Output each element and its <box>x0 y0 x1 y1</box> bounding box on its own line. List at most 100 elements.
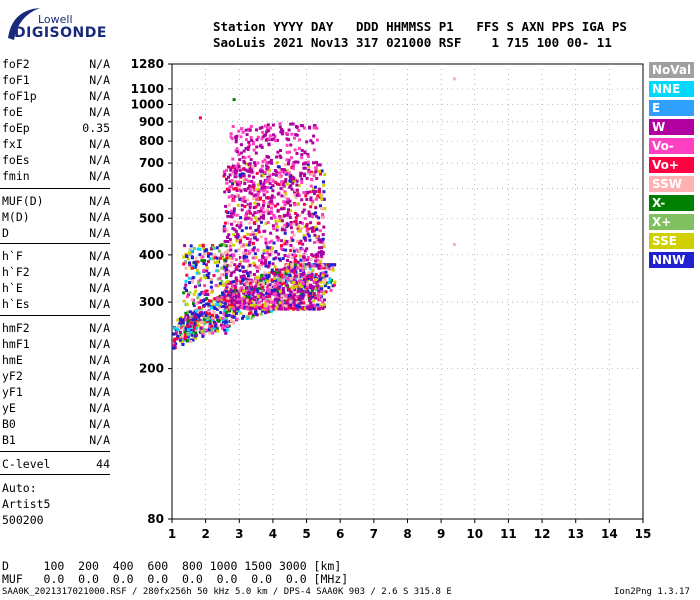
echo-point <box>283 275 287 279</box>
echo-point <box>266 186 269 189</box>
echo-point <box>284 294 288 298</box>
echo-point <box>273 298 277 302</box>
echo-point <box>323 277 327 281</box>
echo-point <box>196 296 200 300</box>
echo-point <box>194 289 198 293</box>
echo-point <box>243 188 247 191</box>
echo-point <box>288 274 292 278</box>
echo-point <box>333 280 337 284</box>
echo-point <box>268 253 272 257</box>
echo-point <box>219 316 223 320</box>
auto-label: Auto: <box>2 481 37 495</box>
echo-point <box>200 259 204 263</box>
echo-point <box>198 116 202 120</box>
echo-point <box>236 150 240 154</box>
echo-point <box>259 215 263 219</box>
echo-point <box>243 301 247 305</box>
echo-point <box>275 235 279 239</box>
echo-point <box>280 273 284 277</box>
echo-point <box>303 191 307 195</box>
echo-point <box>178 321 182 325</box>
echo-point <box>184 318 188 322</box>
echo-point <box>283 223 287 227</box>
echo-point <box>266 179 270 183</box>
echo-point <box>226 240 230 243</box>
echo-point <box>303 278 306 282</box>
echo-point <box>305 224 309 228</box>
echo-point <box>232 213 236 217</box>
echo-point <box>296 304 300 308</box>
echo-point <box>305 140 309 144</box>
echo-point <box>237 153 241 157</box>
x-tick-label: 8 <box>403 527 411 541</box>
echo-point <box>224 244 228 248</box>
echo-point <box>220 280 224 283</box>
echo-point <box>232 320 236 324</box>
echo-point <box>272 227 276 231</box>
logo-top-text: Lowell <box>38 13 73 26</box>
echo-point <box>236 167 239 171</box>
echo-point <box>205 328 209 332</box>
echo-point <box>262 182 266 186</box>
echo-point <box>252 301 256 304</box>
echo-point <box>204 276 208 280</box>
echo-point <box>240 256 244 259</box>
echo-point <box>317 216 321 220</box>
echo-point <box>276 182 279 186</box>
echo-point <box>227 299 231 303</box>
echo-point <box>213 297 217 301</box>
echo-point <box>210 306 213 310</box>
echo-point <box>258 144 262 148</box>
echo-point <box>225 299 229 303</box>
echo-point <box>262 214 265 218</box>
echo-point <box>314 206 318 210</box>
echo-point <box>292 307 296 311</box>
echo-point <box>250 192 254 196</box>
echo-point <box>289 290 293 294</box>
echo-point <box>253 161 256 165</box>
echo-point <box>277 307 281 311</box>
echo-point <box>215 260 219 264</box>
param-name: foF1 <box>2 73 30 87</box>
echo-point <box>242 259 246 263</box>
legend-item: W <box>649 119 694 135</box>
echo-point <box>318 298 322 302</box>
y-tick-label: 400 <box>139 248 164 262</box>
echo-point <box>289 122 293 126</box>
echo-point <box>221 252 225 256</box>
echo-point <box>280 207 283 211</box>
echo-point <box>236 289 240 293</box>
echo-point <box>269 158 273 162</box>
c-level-label: C-level <box>2 457 51 471</box>
echo-point <box>276 238 280 242</box>
echo-point <box>248 270 252 274</box>
echo-point <box>247 243 251 247</box>
echo-point <box>292 233 296 237</box>
echo-point <box>233 263 237 267</box>
echo-point <box>221 320 225 323</box>
echo-point <box>294 306 298 310</box>
echo-point <box>251 165 255 169</box>
echo-point <box>301 281 305 285</box>
echo-point <box>174 342 178 346</box>
echo-point <box>239 260 243 264</box>
echo-point <box>243 297 247 301</box>
echo-point <box>274 301 278 305</box>
echo-point <box>224 314 228 318</box>
param-value: N/A <box>89 57 110 71</box>
param-name: yF1 <box>2 385 23 399</box>
echo-point <box>249 249 253 253</box>
echo-point <box>256 227 260 231</box>
echo-point <box>199 307 203 311</box>
echo-point <box>194 302 198 306</box>
echo-point <box>287 223 290 227</box>
echo-point <box>320 256 324 260</box>
param-row: yE N/A <box>2 401 110 416</box>
param-name: MUF(D) <box>2 194 44 208</box>
echo-point <box>289 261 293 265</box>
echo-point <box>306 155 310 159</box>
echo-point <box>289 223 293 227</box>
echo-point <box>289 174 293 177</box>
echo-point <box>283 281 286 285</box>
echo-point <box>193 321 197 325</box>
